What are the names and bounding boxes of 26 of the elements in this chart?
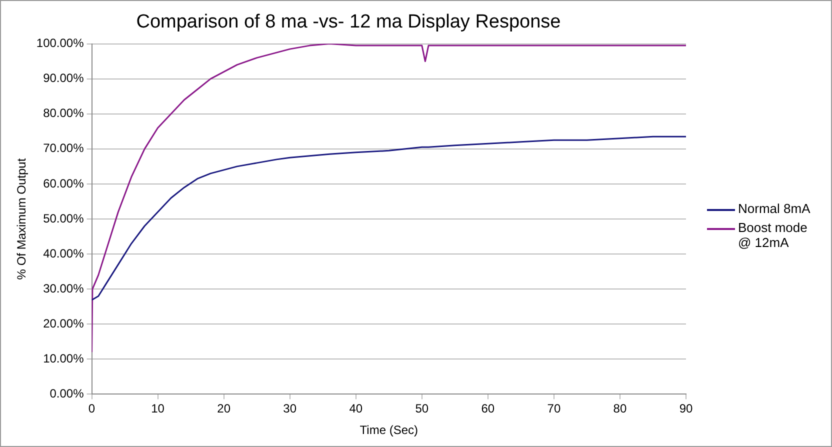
x-tick-label: 50 [415,402,429,416]
y-tick-label: 50.00% [43,211,84,226]
y-tick-label: 0.00% [50,386,84,401]
x-tick-label: 40 [349,402,363,416]
legend-label: Normal 8mA [738,201,810,216]
x-tick-label: 10 [151,402,165,416]
x-tick-label: 80 [613,402,627,416]
y-tick-label: 10.00% [43,351,84,366]
x-tick-label: 70 [547,402,561,416]
y-tick-label: 80.00% [43,106,84,120]
x-tick-label: 60 [481,402,495,416]
legend-label: Boost mode @ 12mA [738,220,808,250]
x-tick-label: 90 [679,402,693,416]
x-tick-label: 0 [88,402,96,416]
y-tick-label: 100.00% [36,36,84,50]
y-tick-label: 70.00% [43,141,84,156]
y-tick-label: 90.00% [43,71,84,86]
y-axis-title: % Of Maximum Output [14,158,29,280]
x-tick-label: 20 [217,402,231,416]
y-tick-label: 40.00% [43,246,84,260]
y-tick-label: 30.00% [43,281,84,296]
y-tick-label: 60.00% [43,176,84,190]
x-tick-label: 30 [283,402,297,416]
x-axis-title: Time (Sec) [360,423,418,438]
chart-title: Comparison of 8 ma -vs- 12 ma Display Response [136,12,561,33]
y-tick-label: 20.00% [43,316,84,330]
